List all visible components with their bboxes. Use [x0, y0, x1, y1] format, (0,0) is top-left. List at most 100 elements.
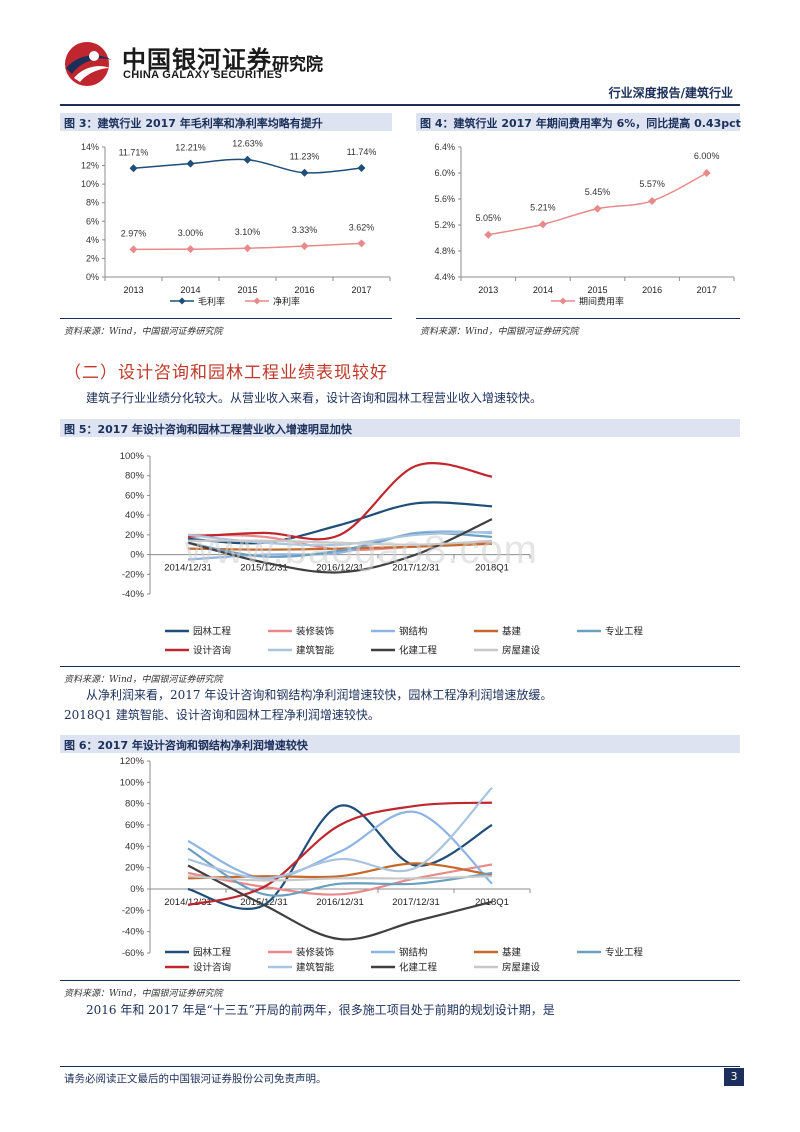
fig3-title: 图 3：建筑行业 2017 年毛利率和净利率均略有提升: [64, 117, 323, 130]
x-tick-label: 2014: [180, 285, 200, 295]
data-label: 3.62%: [349, 222, 375, 232]
data-point: [593, 204, 602, 213]
legend-label: 毛利率: [198, 296, 225, 307]
y-tick-label: 5.2%: [434, 220, 455, 230]
x-tick-label: 2014: [533, 285, 553, 295]
data-point: [186, 245, 195, 254]
fig6-title: 图 6：2017 年设计咨询和钢结构净利润增速较快: [64, 739, 308, 752]
x-tick-label: 2017/12/31: [392, 563, 440, 574]
y-tick-label: 80%: [125, 471, 145, 482]
legend-label: 园林工程: [193, 626, 232, 638]
footer-disclaimer: 请务必阅读正文最后的中国银河证券股份公司免责声明。: [64, 1073, 327, 1085]
x-tick-label: 2015/12/31: [240, 563, 288, 574]
data-point: [702, 169, 711, 177]
x-tick-label: 2016: [642, 285, 662, 295]
y-tick-label: 6.0%: [434, 168, 455, 178]
paragraph-2-line-1: 从净利润来看，2017 年设计咨询和钢结构净利润增速较快，园林工程净利润增速放缓…: [86, 688, 553, 702]
series-line-钢结构: [187, 810, 493, 885]
data-label: 11.71%: [119, 147, 149, 157]
data-point: [357, 163, 366, 172]
y-tick-label: 10%: [81, 179, 99, 189]
y-tick-label: 14%: [81, 142, 99, 152]
legend-label: 基建: [502, 947, 522, 959]
page-number: 3: [724, 1068, 744, 1086]
data-point: [129, 164, 138, 173]
y-tick-label: 8%: [86, 198, 99, 208]
x-tick-label: 2018Q1: [475, 563, 509, 574]
data-label: 5.05%: [476, 213, 502, 223]
y-tick-label: 60%: [125, 820, 145, 831]
series-line-基建: [187, 542, 493, 551]
y-tick-label: 120%: [120, 756, 145, 767]
y-tick-label: 100%: [120, 451, 145, 462]
data-label: 5.21%: [530, 202, 556, 212]
y-tick-label: -60%: [122, 948, 145, 959]
watermark: www.baogao8.com: [185, 528, 538, 572]
legend-label: 房屋建设: [502, 645, 541, 657]
y-tick-label: -20%: [122, 905, 145, 916]
legend-marker: [253, 297, 261, 305]
data-point: [484, 230, 493, 239]
section-heading: （二）设计咨询和园林工程业绩表现较好: [64, 363, 388, 383]
legend-label: 园林工程: [193, 947, 232, 959]
fig4-title-bar: [416, 113, 740, 131]
paragraph-3: 2016 年和 2017 年是“十三五”开局的前两年，很多施工项目处于前期的规划…: [86, 1003, 555, 1017]
y-tick-label: 100%: [120, 777, 145, 788]
data-label: 12.21%: [175, 143, 206, 153]
y-tick-label: 80%: [125, 799, 145, 810]
x-tick-label: 2015: [587, 285, 607, 295]
fig6-chart: -60% -40% -20% 0% 20% 40% 60% 80% 100% 120% 2014/1…: [120, 756, 644, 974]
x-tick-label: 2015: [237, 285, 257, 295]
legend-label: 建筑智能: [296, 962, 335, 974]
series-line-设计咨询: [187, 461, 493, 541]
paragraph-1: 建筑子行业业绩分化较大。从营业收入来看，设计咨询和园林工程营业收入增速较快。: [86, 391, 543, 405]
fig6-source: 资料来源：Wind，中国银河证券研究院: [64, 989, 223, 999]
x-tick-label: 2013: [478, 285, 498, 295]
legend-marker: [178, 297, 186, 305]
fig6-title-bar: [60, 735, 740, 753]
y-tick-label: 40%: [125, 510, 145, 521]
y-tick-label: -40%: [122, 589, 145, 600]
data-point: [186, 159, 195, 168]
legend-label: 基建: [502, 626, 522, 638]
series-line-房屋建设: [187, 539, 493, 546]
y-tick-label: 0%: [130, 884, 144, 895]
x-tick-label: 2016/12/31: [316, 563, 364, 574]
data-label: 3.33%: [292, 225, 318, 235]
series-line-基建: [187, 862, 493, 880]
y-tick-label: 4.4%: [434, 272, 455, 282]
y-tick-label: 6.4%: [434, 142, 455, 152]
fig6-bottom-rule: [60, 980, 740, 981]
fig4-title: 图 4：建筑行业 2017 年期间费用率为 6%，同比提高 0.43pct: [420, 117, 741, 130]
fig3-title-bar: [60, 113, 392, 131]
data-label: 5.57%: [639, 179, 665, 189]
legend-label: 净利率: [273, 296, 300, 307]
fig4-source: 资料来源：Wind，中国银河证券研究院: [420, 327, 579, 337]
y-tick-label: -40%: [122, 927, 145, 938]
y-tick-label: 0%: [130, 550, 144, 561]
legend-label: 设计咨询: [193, 645, 231, 657]
data-label: 5.45%: [585, 187, 611, 197]
fig4-chart: 4.4% 4.8% 5.2% 5.6% 6.0% 6.4% 2013 2014 2015 2016…: [434, 142, 735, 307]
legend-marker: [559, 297, 567, 305]
legend-label: 化建工程: [399, 962, 438, 974]
legend-label: 设计咨询: [193, 962, 231, 974]
data-point: [357, 239, 366, 248]
legend-label: 装修装饰: [296, 947, 334, 959]
fig3-chart: 0% 2% 4% 6% 8% 10% 12% 14% 2013 2014 2015 2016 2017 1…: [81, 139, 391, 307]
data-label: 11.23%: [290, 152, 320, 162]
fig4-bottom-rule: [416, 318, 740, 319]
x-tick-label: 2017: [697, 285, 717, 295]
series-line-建筑智能: [187, 786, 493, 880]
data-point: [300, 168, 309, 177]
y-tick-label: 60%: [125, 490, 145, 501]
legend-label: 装修装饰: [296, 626, 334, 638]
series-line-园林工程: [187, 804, 493, 911]
y-tick-label: 2%: [86, 253, 99, 263]
series-line-房屋建设: [187, 875, 493, 882]
fig5-title-bar: [60, 419, 740, 437]
x-tick-label: 2015/12/31: [240, 897, 288, 908]
fig5-source: 资料来源：Wind，中国银河证券研究院: [64, 675, 223, 685]
legend-label: 期间费用率: [579, 296, 624, 307]
data-point: [648, 196, 657, 205]
